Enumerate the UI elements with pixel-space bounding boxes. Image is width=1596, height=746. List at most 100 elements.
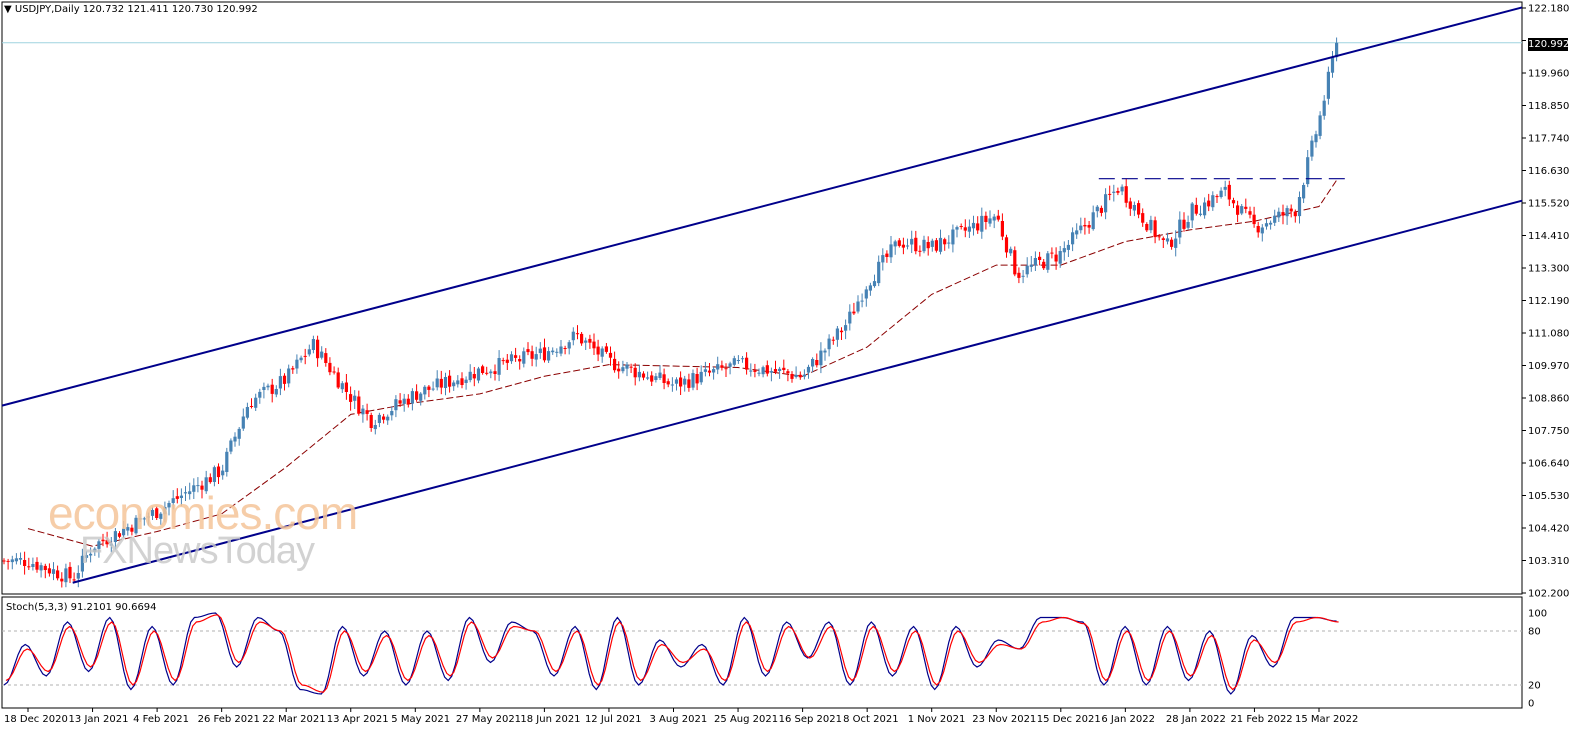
ohlc-values: 120.732 121.411 120.730 120.992 [82,4,258,15]
candle-body [68,566,72,579]
candle-body [637,371,641,378]
candle-body [959,226,963,227]
candle-body [926,242,930,249]
candle-body [485,372,489,374]
candle-body [666,381,670,385]
dropdown-triangle-icon[interactable]: ▼ [4,4,12,15]
candle-body [31,564,35,567]
candle-body [1128,201,1132,209]
candle-body [126,527,130,531]
candle-body [1095,206,1099,212]
candle-body [89,553,93,556]
candle-body [249,406,254,407]
candle-body [683,378,687,385]
candle-body [559,346,563,354]
candle-body [798,374,802,378]
candle-body [687,379,691,388]
candle-body [625,364,629,369]
channel-upper-line [1,6,1523,407]
moving-average-line [27,179,1338,547]
candle-body [740,358,745,360]
candle-body [761,367,765,375]
candle-body [509,354,514,362]
stoch-k-line [3,612,1337,695]
candle-body [1153,220,1157,238]
candle-body [460,378,464,385]
candle-body [860,300,864,302]
candle-body [691,373,695,388]
candle-body [1009,248,1013,254]
candle-body [1256,226,1260,233]
candle-body [674,379,679,384]
candle-body [1087,225,1091,228]
candle-body [905,245,910,247]
candle-body [967,226,971,232]
candle-body [439,378,443,388]
x-tick-label: 23 Nov 2021 [972,714,1036,725]
candle-body [1293,212,1297,217]
candle-body [782,367,786,370]
candle-body [225,451,229,472]
candle-body [794,374,798,377]
candle-body [357,396,361,414]
candle-body [93,548,97,552]
x-tick-label: 21 Feb 2022 [1230,714,1292,725]
candle-body [889,244,893,258]
candle-body [1013,250,1017,275]
candle-body [1071,232,1075,245]
candle-body [613,358,617,371]
candle-body [1174,238,1178,248]
candle-body [1157,236,1161,238]
candle-body [1326,71,1330,99]
candle-body [1289,208,1293,212]
candle-body [435,378,439,388]
candle-body [138,518,142,520]
candle-body [1322,100,1326,116]
candle-body [1248,211,1252,215]
candle-body [35,561,39,570]
candle-body [476,368,481,381]
candle-body [167,503,171,508]
candle-body [216,466,221,478]
candle-body [452,382,456,387]
candle-body [282,375,287,384]
candle-body [547,351,551,361]
candle-body [1000,221,1004,237]
candle-body [720,365,724,368]
candle-body [872,281,877,287]
candle-body [171,498,175,503]
candle-body [732,358,736,365]
candle-body [155,508,159,518]
y-tick-label: 107.750 [1528,426,1569,437]
candle-body [1318,115,1322,136]
candle-body [349,394,353,402]
x-tick-label: 22 Mar 2021 [262,714,325,725]
candle-body [571,331,575,341]
candle-body [1236,205,1240,215]
candle-body [51,569,56,574]
candle-body [621,367,625,372]
candle-body [1141,213,1145,223]
stoch-d-line [5,614,1339,693]
candle-body [258,391,262,398]
candle-body [43,565,47,570]
candle-body [109,543,113,546]
candle-body [336,372,340,388]
candle-body [295,359,299,369]
stoch-y-tick-label: 100 [1528,609,1547,620]
candle-body [542,347,547,361]
candle-body [47,568,51,574]
candle-body [1240,206,1244,214]
candle-body [117,533,122,537]
candle-body [1033,258,1037,266]
candle-body [1285,208,1289,217]
candle-body [64,568,68,583]
x-tick-label: 18 Dec 2020 [4,714,68,725]
candle-body [328,362,332,373]
stoch-y-tick-label: 80 [1528,627,1541,638]
x-tick-label: 6 Jan 2022 [1101,714,1155,725]
candle-body [1310,140,1314,157]
candle-body [72,579,76,581]
